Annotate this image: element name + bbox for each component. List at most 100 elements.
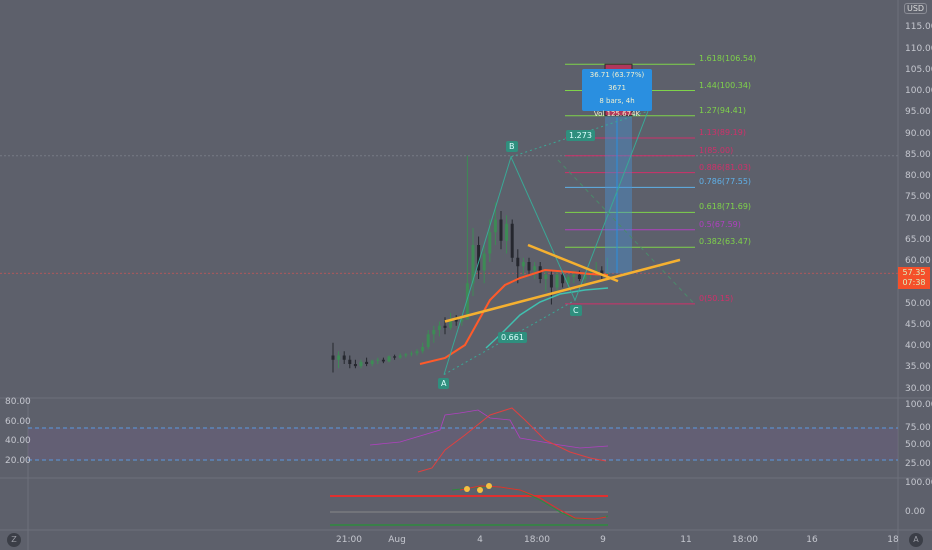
price-tick: 90.00 (905, 128, 931, 139)
candle-body (477, 245, 481, 271)
candle-body (376, 359, 380, 361)
fib-level-label: 0.618(71.69) (699, 202, 752, 212)
fib-level-label: 0.382(63.47) (699, 237, 752, 247)
candle-body (549, 274, 553, 288)
price-tick: 40.00 (905, 341, 931, 351)
osc-tick: 0.00 (905, 507, 926, 517)
candle-body (409, 353, 413, 355)
rsi-left-tick: 40.00 (5, 436, 31, 446)
candle-body (432, 330, 436, 335)
candle-body (398, 355, 402, 358)
candle-body (566, 276, 570, 284)
price-tick: 35.00 (905, 362, 931, 373)
ratio-label-ac[interactable]: 0.661 (498, 332, 527, 343)
rsi-tick: 50.00 (905, 440, 931, 450)
candle-body (437, 325, 441, 330)
fib-level-label: 1(85.00) (699, 145, 734, 155)
candle-body (421, 347, 425, 352)
candle-body (365, 361, 369, 364)
candle-body (555, 274, 559, 288)
candle-body (465, 283, 469, 320)
triangle-lower-line (444, 258, 681, 323)
price-tick: 80.00 (905, 171, 931, 181)
candle-body (488, 232, 492, 254)
candle-body (387, 356, 391, 362)
fib-level-label: 0(50.15) (699, 293, 734, 303)
candle-body (538, 266, 542, 279)
rsi-left-tick: 20.00 (5, 456, 31, 466)
pattern-point-b[interactable]: B (506, 141, 518, 152)
candle-body (359, 361, 363, 367)
candle-body (443, 325, 447, 328)
fib-level-label: 1.618(106.54) (699, 54, 757, 64)
last-price-value: 57.35 (902, 268, 926, 277)
candle-body (449, 319, 453, 328)
candle-body (510, 223, 514, 258)
pattern-bd-dotted (510, 110, 649, 158)
price-tick: 115.00 (905, 22, 932, 33)
price-tick: 100.00 (905, 86, 932, 96)
candle-body (572, 274, 576, 277)
candle-body (460, 319, 464, 322)
auto-scale-button[interactable]: A (909, 533, 923, 547)
time-tick: Aug (388, 535, 406, 545)
bar-countdown: 07:38 (902, 278, 926, 287)
candle-body (482, 253, 486, 271)
timezone-badge[interactable]: Z (7, 533, 21, 547)
candle-body (393, 356, 397, 358)
position-change: 36.71 (63.77%) 3671 (589, 71, 645, 92)
triangle-upper-line (527, 243, 619, 283)
price-tick: 105.00 (905, 64, 932, 75)
currency-label[interactable]: USD (904, 3, 928, 14)
price-tick: 30.00 (905, 383, 931, 394)
price-tick: 110.00 (905, 43, 932, 54)
price-tick: 50.00 (905, 298, 931, 309)
candle-body (370, 360, 374, 364)
time-tick: 21:00 (336, 535, 362, 545)
time-tick: 18:00 (732, 535, 758, 545)
candle-body (583, 274, 587, 279)
candle-body (404, 354, 408, 356)
price-tick: 75.00 (905, 192, 931, 203)
osc-tick: 100.00 (905, 478, 932, 488)
pattern-point-c[interactable]: C (570, 305, 582, 316)
ma-fast-line (419, 268, 609, 365)
fib-level-label: 1.13(89.19) (699, 127, 746, 137)
candle-body (348, 359, 352, 364)
candle-body (516, 257, 520, 267)
price-tick: 65.00 (905, 234, 931, 245)
candle-body (505, 223, 509, 241)
candle-body (499, 219, 503, 241)
rsi-left-tick: 80.00 (5, 397, 31, 407)
candle-body (600, 270, 604, 275)
candle-body (454, 319, 458, 322)
osc-signal-green (451, 486, 609, 520)
candle-body (577, 274, 581, 279)
time-tick: 18 (887, 535, 899, 545)
rsi-ma-line (417, 407, 607, 473)
candle-body (561, 274, 565, 284)
fib-level-label: 0.886(81.03) (699, 162, 752, 172)
price-tick: 45.00 (905, 319, 931, 330)
pattern-projection-dashed (557, 159, 696, 305)
candle-body (353, 364, 357, 367)
candle-body (426, 334, 430, 347)
fib-level-label: 1.27(94.41) (699, 105, 746, 115)
candle-body (533, 266, 537, 271)
price-tick: 85.00 (905, 149, 931, 160)
rsi-line (369, 409, 609, 449)
candle-body (415, 351, 419, 354)
osc-dot (464, 486, 470, 492)
position-bars: 8 bars, 4h (599, 97, 635, 105)
ratio-label-xb[interactable]: 1.273 (566, 130, 595, 141)
rsi-tick: 25.00 (905, 459, 931, 469)
time-tick: 11 (680, 535, 692, 545)
position-target-zone (605, 115, 632, 274)
candle-body (544, 274, 548, 279)
candle-body (342, 355, 346, 360)
fib-level-label: 1.44(100.34) (699, 80, 752, 90)
pattern-point-a[interactable]: A (438, 378, 450, 389)
osc-dot (477, 487, 483, 493)
price-tick: 60.00 (905, 256, 931, 266)
